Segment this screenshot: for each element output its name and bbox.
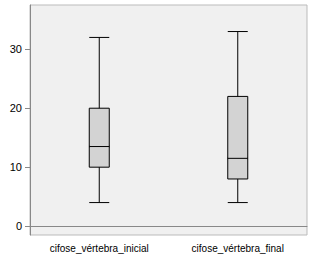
svg-text:30: 30 [10, 43, 22, 55]
svg-text:0: 0 [16, 220, 22, 232]
svg-text:cifose_vértebra_final: cifose_vértebra_final [192, 243, 284, 254]
svg-text:cifose_vértebra_inicial: cifose_vértebra_inicial [50, 243, 149, 254]
svg-text:10: 10 [10, 161, 22, 173]
svg-text:20: 20 [10, 102, 22, 114]
